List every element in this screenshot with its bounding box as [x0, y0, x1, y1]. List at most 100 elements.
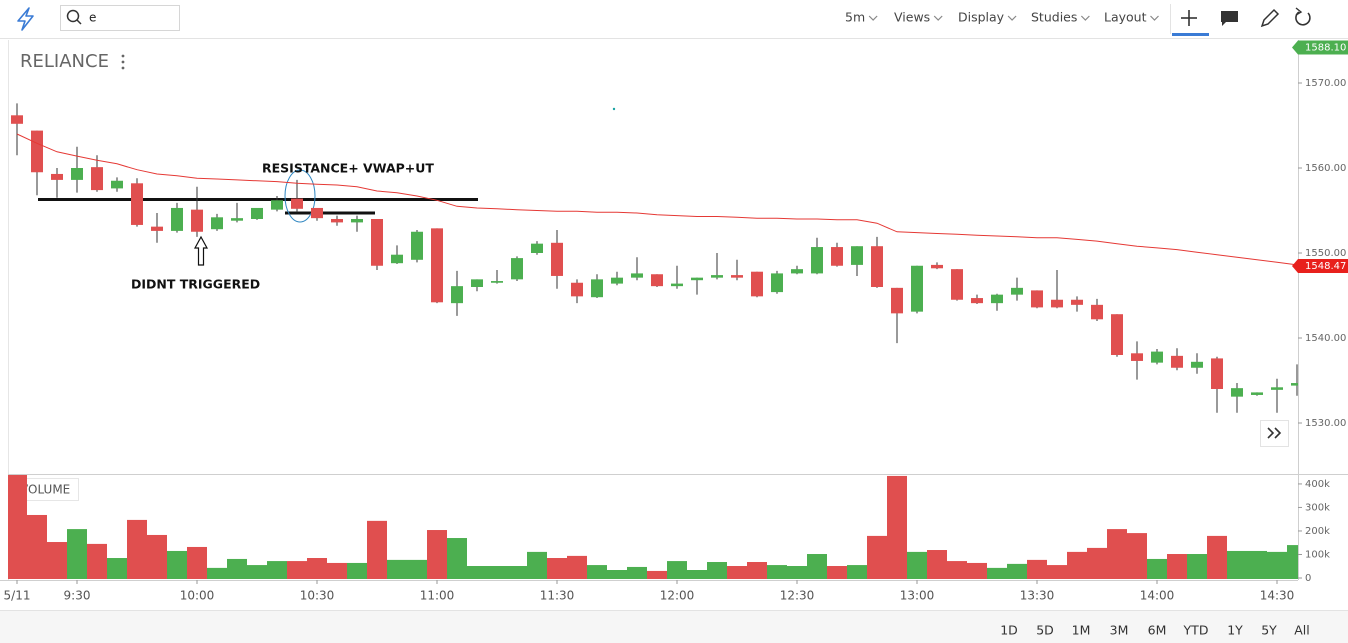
range-button[interactable]: 1M	[1072, 623, 1091, 638]
arrow	[193, 235, 209, 266]
dot	[612, 107, 616, 111]
candle-body	[451, 286, 463, 304]
range-button[interactable]: 6M	[1148, 623, 1167, 638]
volume-bar	[407, 559, 427, 579]
x-tick-label: 5/11	[4, 589, 31, 603]
draw-button[interactable]	[1260, 8, 1280, 28]
candle-body	[471, 279, 483, 287]
volume-bar	[247, 565, 267, 579]
volume-bar	[207, 567, 227, 579]
symbol-menu[interactable]	[121, 54, 125, 70]
candle-body	[191, 209, 203, 232]
candle-body	[971, 298, 983, 304]
logo[interactable]	[17, 7, 34, 31]
toolbar	[0, 0, 1348, 38]
candle-body	[331, 219, 343, 223]
x-tick-label: 12:30	[780, 589, 815, 603]
x-tick-label: 12:00	[660, 589, 695, 603]
price-tag-label: 1548.47	[1305, 261, 1346, 272]
candles	[11, 103, 1298, 413]
add-button[interactable]	[1172, 10, 1209, 36]
volume-bar	[667, 561, 687, 579]
candle-body	[711, 275, 723, 278]
candle-body	[91, 167, 103, 191]
volume-bar	[887, 475, 907, 579]
volume-bar	[107, 558, 127, 579]
volume-bar	[287, 561, 307, 579]
candle-body	[651, 274, 663, 287]
volume-bar	[587, 565, 607, 579]
search-icon	[76, 19, 82, 25]
volume-bar	[1207, 535, 1227, 579]
y-tick-label: 1530.00	[1305, 418, 1346, 429]
candle-body	[431, 228, 443, 303]
volume-bar	[27, 514, 47, 579]
volume-bar	[827, 566, 847, 579]
volume-bar	[907, 551, 927, 579]
volume-bar	[787, 566, 807, 579]
menu[interactable]: Layout	[1104, 10, 1147, 25]
volume-bar	[927, 550, 947, 579]
volume-bar	[67, 529, 87, 579]
candle-body	[171, 207, 183, 231]
range-button[interactable]: 5Y	[1261, 623, 1277, 638]
menu[interactable]: Studies	[1031, 10, 1077, 25]
candle-body	[391, 254, 403, 264]
volume-bar	[1127, 533, 1147, 579]
symbol-title[interactable]: RELIANCE	[20, 51, 109, 72]
candle-body	[11, 115, 23, 124]
candle-body	[311, 207, 323, 219]
candle-body	[851, 246, 863, 265]
search-text[interactable]: e	[89, 11, 96, 25]
volume-title: VOLUME	[20, 483, 70, 497]
x-tick-label: 14:00	[1140, 589, 1175, 603]
candle-body	[611, 277, 623, 284]
annotation: DIDNT TRIGGERED	[131, 277, 260, 292]
menu[interactable]: 5m	[845, 10, 865, 25]
candle-body	[271, 200, 283, 210]
range-button[interactable]: 5D	[1036, 623, 1054, 638]
volume-bar	[727, 566, 747, 579]
candle-body	[1111, 314, 1123, 355]
candle-body	[491, 281, 503, 283]
volume-bar	[267, 561, 287, 579]
scroll-button[interactable]	[1260, 420, 1289, 447]
volume-tick-label: 100k	[1305, 549, 1330, 560]
menu[interactable]: Views	[894, 10, 930, 25]
candle-body	[371, 219, 383, 266]
x-tick-label: 10:00	[180, 589, 215, 603]
volume-bar	[1007, 563, 1027, 579]
volume-tick-label: 200k	[1305, 526, 1330, 537]
volume-bar	[187, 546, 207, 579]
reset-button[interactable]	[1295, 7, 1303, 16]
menu[interactable]: Display	[958, 10, 1005, 25]
candle-body	[511, 258, 523, 280]
range-button[interactable]: 3M	[1110, 623, 1129, 638]
x-tick-label: 13:30	[1020, 589, 1055, 603]
candle-body	[351, 219, 363, 223]
candle-body	[951, 269, 963, 300]
comment-button[interactable]	[1221, 11, 1238, 26]
x-tick-label: 10:30	[300, 589, 335, 603]
y-tick-label: 1540.00	[1305, 333, 1346, 344]
volume-bar	[127, 519, 147, 579]
volume-bar	[1267, 551, 1287, 579]
volume-bar	[1087, 547, 1107, 579]
range-button[interactable]: 1D	[1000, 623, 1018, 638]
range-button[interactable]: All	[1294, 623, 1310, 638]
search-box[interactable]	[60, 5, 180, 31]
volume-bar	[427, 530, 447, 579]
volume-tick-label: 0	[1305, 573, 1311, 584]
menu-chevron	[1080, 15, 1090, 21]
menu-chevron	[868, 15, 878, 21]
volume-bar	[507, 566, 527, 579]
volume-bar	[847, 565, 867, 579]
range-button[interactable]: YTD	[1183, 623, 1209, 638]
price-tag-label: 1588.10	[1305, 43, 1346, 54]
range-button[interactable]: 1Y	[1227, 623, 1243, 638]
candle-body	[1171, 355, 1183, 368]
volume-bar	[627, 566, 647, 579]
candle-body	[251, 207, 263, 219]
